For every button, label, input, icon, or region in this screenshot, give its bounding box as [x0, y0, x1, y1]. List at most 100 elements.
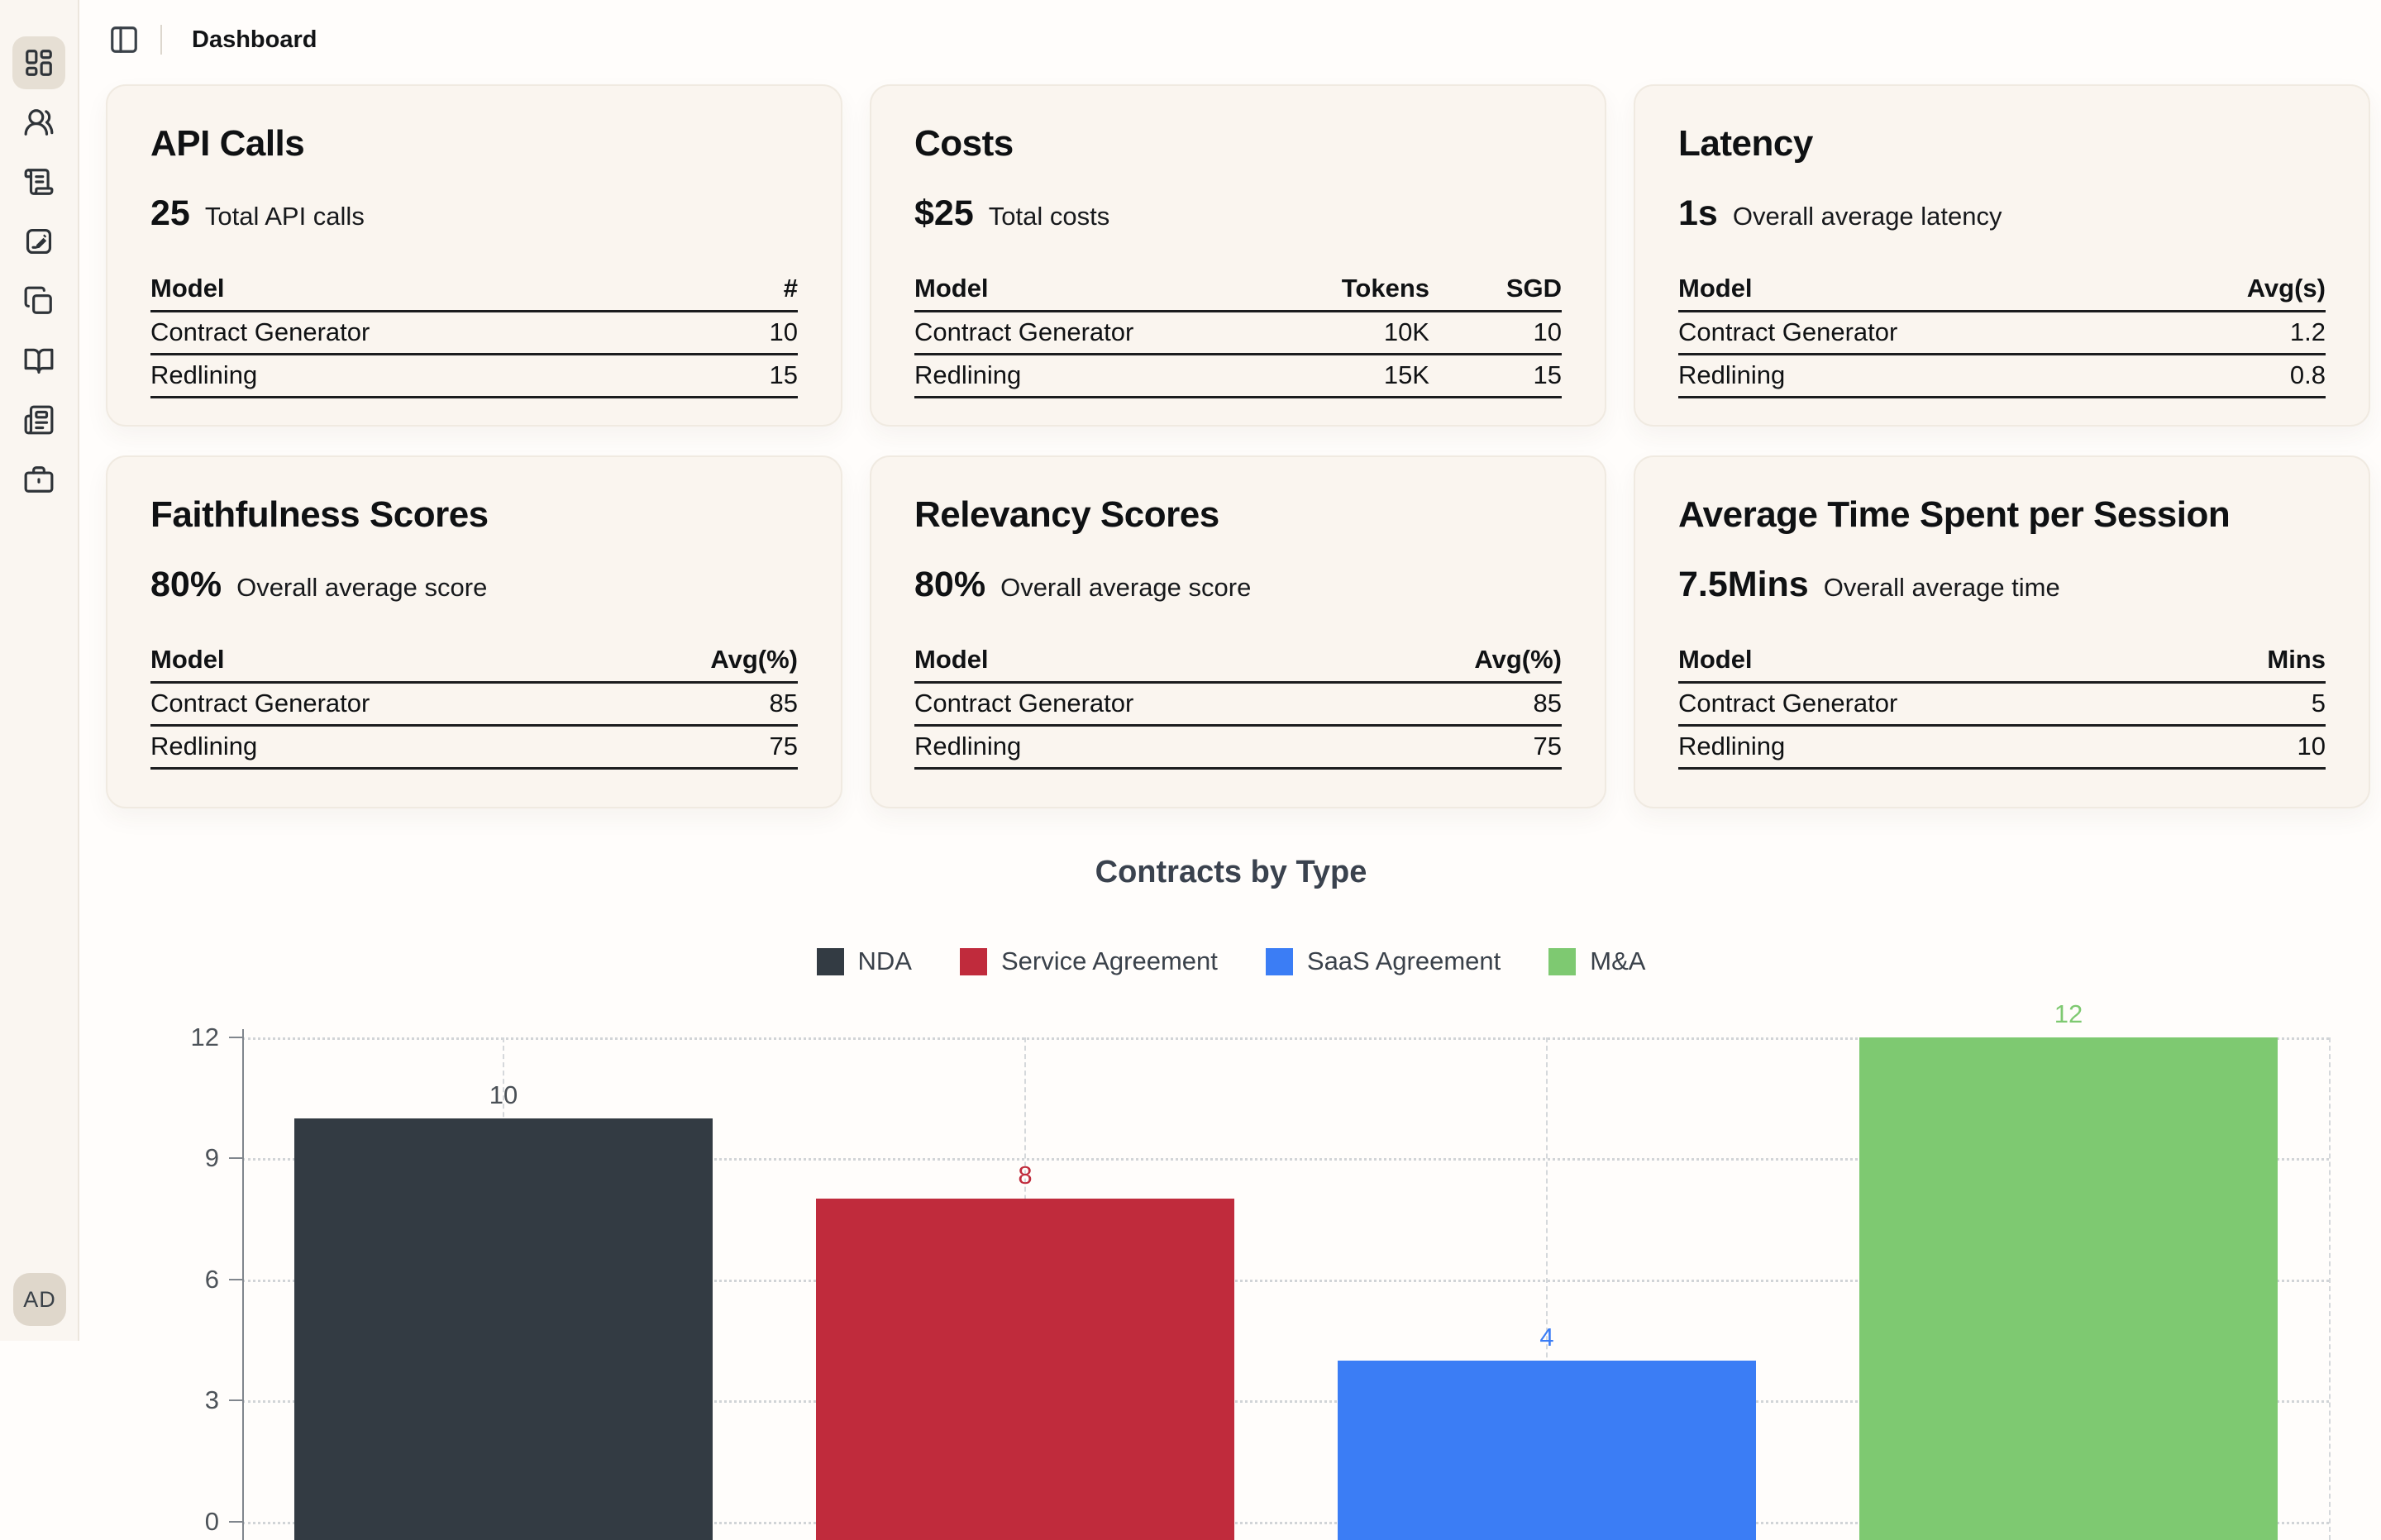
model-value: 75 — [666, 725, 798, 770]
model-value: 0.8 — [2193, 354, 2326, 398]
card-latency: Latency 1s Overall average latency Model… — [1634, 84, 2370, 427]
sidebar-item-book-open[interactable] — [12, 334, 65, 387]
table-header-row: Model # — [150, 268, 798, 312]
y-axis-tick — [229, 1037, 242, 1038]
bar-value-label: 8 — [1018, 1161, 1033, 1190]
metric-value: 7.5Mins — [1678, 565, 1809, 604]
model-name: Contract Generator — [150, 311, 666, 355]
card-metric: $25 Total costs — [914, 193, 1562, 235]
card-metric: 25 Total API calls — [150, 193, 798, 235]
column-header: Tokens — [1297, 268, 1429, 312]
column-header: Model — [914, 639, 1429, 684]
chart-legend: NDA Service Agreement SaaS Agreement M&A — [81, 945, 2381, 978]
model-value: 10 — [666, 311, 798, 355]
legend-item-nda: NDA — [816, 946, 912, 976]
sidebar-toggle-button[interactable] — [106, 21, 142, 58]
metric-value: 80% — [914, 565, 986, 604]
model-table: Model Mins Contract Generator 5 Redlining 10 — [1678, 639, 2326, 770]
model-value: 10K — [1297, 311, 1429, 355]
column-header: Model — [1678, 639, 2193, 684]
card-relevancy: Relevancy Scores 80% Overall average sco… — [870, 455, 1606, 808]
legend-label: NDA — [857, 946, 912, 975]
table-header-row: Model Avg(s) — [1678, 268, 2326, 312]
y-axis-tick — [229, 1278, 242, 1280]
model-value: 75 — [1429, 725, 1562, 770]
sidebar-item-briefcase[interactable] — [12, 453, 65, 506]
gridline-vertical — [1546, 1037, 1548, 1540]
gridline-horizontal — [242, 1037, 2329, 1040]
model-table: Model Avg(%) Contract Generator 85 Redlining… — [914, 639, 1562, 770]
table-row: Redlining 75 — [150, 725, 798, 770]
gridline-vertical — [2329, 1037, 2331, 1540]
column-header: Model — [914, 268, 1297, 312]
card-title: Relevancy Scores — [914, 494, 1219, 535]
y-axis-tick — [229, 1157, 242, 1160]
sidebar-item-scroll-text[interactable] — [12, 155, 65, 208]
bar-service-agreement — [816, 1199, 1234, 1540]
model-value: 15 — [666, 354, 798, 398]
pen-square-icon — [26, 228, 52, 255]
column-header: # — [666, 268, 798, 312]
card-api-calls: API Calls 25 Total API calls Model # Contr… — [106, 84, 842, 427]
legend-label: SaaS Agreement — [1306, 946, 1501, 975]
topbar: Dashboard — [81, 0, 2381, 79]
model-table: Model # Contract Generator 10 Redlining 15 — [150, 268, 798, 398]
sidebar-item-pen-square[interactable] — [12, 215, 65, 268]
card-metric: 80% Overall average score — [150, 565, 798, 606]
legend-swatch — [1265, 947, 1293, 975]
sidebar-item-users[interactable] — [12, 96, 65, 149]
model-value: 15 — [1429, 354, 1562, 398]
model-value: 85 — [1429, 682, 1562, 727]
table-row: Redlining 15 — [150, 354, 798, 398]
table-row: Contract Generator 85 — [150, 682, 798, 727]
model-name: Redlining — [150, 354, 666, 398]
bar-chart-plot: 0 3 6 9 12 10 8 4 12 — [81, 999, 2381, 1540]
bar-value-label: 10 — [489, 1080, 518, 1109]
gridline-horizontal — [242, 1279, 2329, 1282]
chart-title: Contracts by Type — [1095, 855, 1367, 889]
bar-m-a — [1859, 1037, 2278, 1540]
metric-value: 25 — [150, 193, 190, 233]
model-name: Redlining — [1678, 725, 2193, 770]
metric-label: Total costs — [988, 202, 1110, 231]
card-title: Costs — [914, 123, 1014, 164]
metric-value: 1s — [1678, 193, 1718, 233]
y-axis-line — [242, 1029, 244, 1540]
card-costs: Costs $25 Total costs Model Tokens SGD Cont… — [870, 84, 1606, 427]
topbar-divider — [160, 25, 162, 55]
panel-left-icon — [111, 26, 137, 53]
column-header: Model — [150, 639, 666, 684]
model-name: Redlining — [914, 725, 1429, 770]
bar-nda — [294, 1118, 713, 1540]
column-header: Mins — [2193, 639, 2326, 684]
page-title: Dashboard — [192, 26, 317, 53]
table-row: Redlining 75 — [914, 725, 1562, 770]
bar-saas-agreement — [1338, 1360, 1756, 1540]
table-header-row: Model Avg(%) — [150, 639, 798, 684]
newspaper-icon — [24, 405, 54, 435]
y-axis-tick-label: 6 — [204, 1264, 219, 1294]
sidebar-item-layout-dashboard[interactable] — [12, 36, 65, 89]
model-value: 15K — [1297, 354, 1429, 398]
avatar[interactable]: AD — [13, 1273, 66, 1326]
metric-label: Total API calls — [204, 202, 365, 231]
y-axis-tick-label: 3 — [204, 1385, 219, 1415]
model-value: 5 — [2193, 682, 2326, 727]
card-title: API Calls — [150, 123, 305, 164]
sidebar: AD — [0, 0, 79, 1341]
legend-label: Service Agreement — [1000, 946, 1218, 975]
sidebar-item-copy[interactable] — [12, 274, 65, 327]
column-header: SGD — [1429, 268, 1562, 312]
card-title: Faithfulness Scores — [150, 494, 489, 535]
column-header: Avg(%) — [1429, 639, 1562, 684]
table-row: Contract Generator 1.2 — [1678, 311, 2326, 355]
metric-label: Overall average score — [236, 573, 488, 602]
legend-label: M&A — [1590, 946, 1646, 975]
table-row: Contract Generator 10 — [150, 311, 798, 355]
main-content: Dashboard API Calls 25 Total API calls M… — [81, 0, 2381, 1540]
card-faithfulness: Faithfulness Scores 80% Overall average … — [106, 455, 842, 808]
model-name: Redlining — [1678, 354, 2193, 398]
metric-value: 80% — [150, 565, 222, 604]
legend-swatch — [816, 947, 844, 975]
sidebar-item-newspaper[interactable] — [12, 393, 65, 446]
